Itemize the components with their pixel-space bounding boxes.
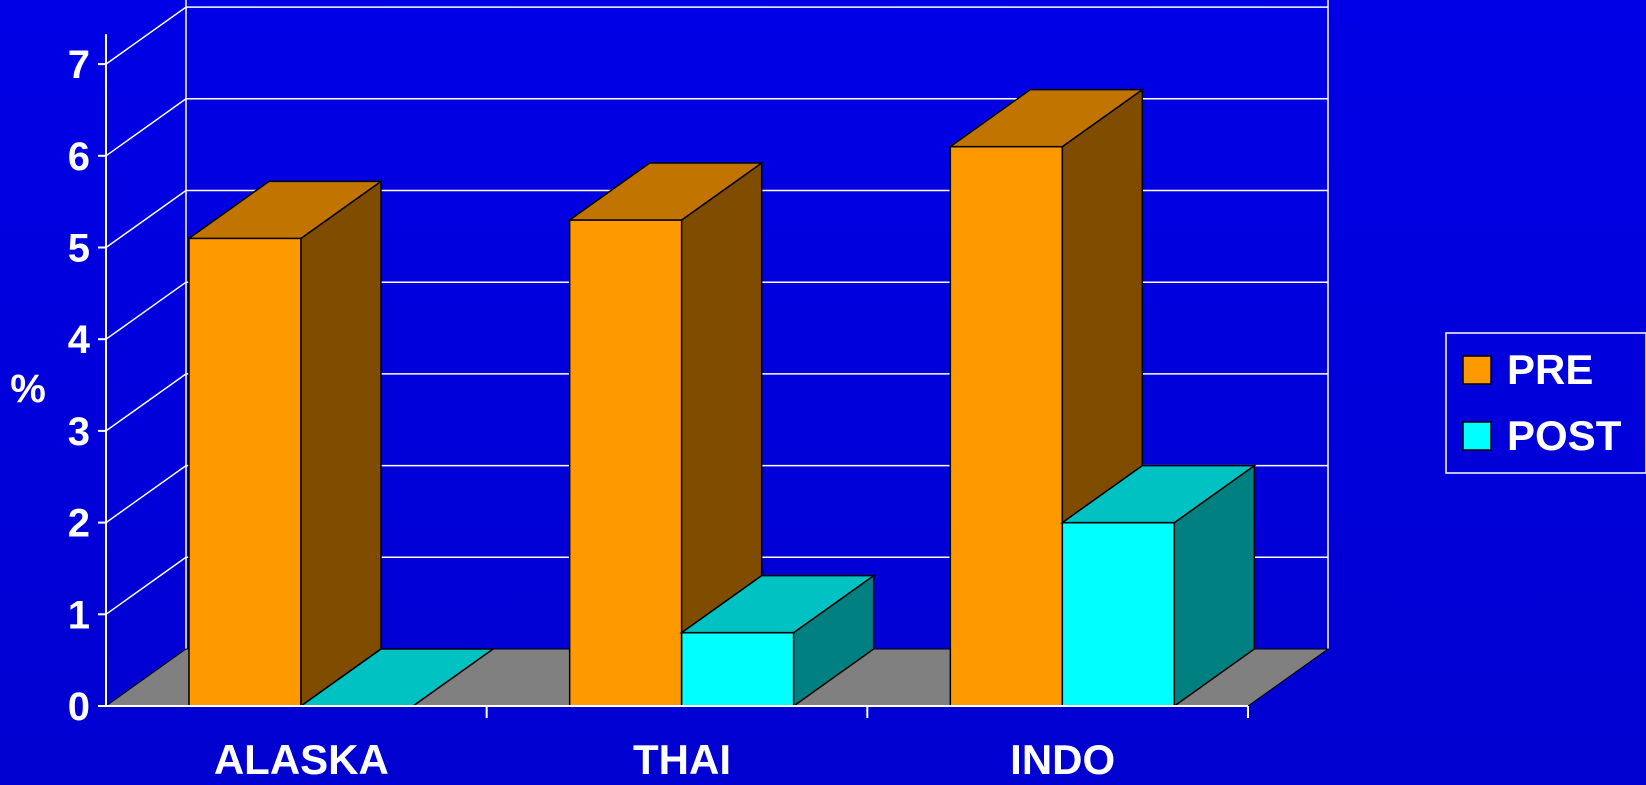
legend-swatch [1462, 421, 1492, 451]
chart-bars [186, 88, 1257, 708]
y-tick-label: 0 [68, 685, 90, 729]
legend-label: PRE [1507, 346, 1593, 393]
bar-pre-thai-top [567, 162, 765, 221]
bar-pre-indo-top [947, 88, 1145, 148]
gridline [105, 98, 1328, 157]
bar-pre-alaska-front [188, 237, 302, 707]
x-tick-label: ALASKA [214, 736, 389, 783]
bar-post-thai-top [679, 574, 877, 634]
bar-post-thai [679, 574, 877, 708]
gridline [105, 556, 1328, 615]
legend-box [1445, 332, 1646, 474]
y-tick-label: 5 [68, 227, 90, 271]
legend: PRE POST [1445, 332, 1646, 474]
x-tick-label: INDO [1010, 736, 1115, 783]
bar-pre-thai [567, 161, 765, 708]
y-tick-label: 3 [68, 410, 90, 454]
legend-label: POST [1507, 412, 1622, 459]
x-tick-label: THAI [633, 736, 731, 783]
bar-post-thai-front [680, 631, 795, 707]
gridline [105, 373, 1328, 432]
bar-pre-thai-front [568, 219, 683, 707]
chart-walls [185, 0, 1329, 649]
bar-pre-alaska-side [300, 179, 382, 708]
bar-pre-indo-front [949, 145, 1064, 707]
gridline [105, 464, 1328, 524]
bar-post-indo [1059, 464, 1257, 708]
y-tick-label: 6 [68, 135, 90, 179]
y-tick-label: 4 [68, 318, 91, 362]
gridline [105, 281, 1328, 340]
bar-post-indo-top [1059, 464, 1257, 524]
y-tick-label: 2 [68, 502, 90, 546]
chart-gridlines [105, 6, 1328, 615]
y-tick-label: 7 [68, 43, 90, 87]
y-tick-label: 1 [68, 593, 90, 637]
bar-pre-alaska [186, 179, 384, 708]
legend-swatch [1462, 355, 1492, 385]
gridline [105, 6, 1328, 65]
gridline [105, 189, 1328, 249]
y-axis-label: % [10, 367, 46, 411]
back-wall [185, 0, 1329, 649]
x-tick-labels: ALASKA THAI INDO [214, 736, 1115, 783]
bar-post-indo-front [1061, 521, 1176, 707]
y-tick-labels: 0 1 2 3 4 5 6 7 [68, 43, 91, 729]
bar-pre-alaska-top [186, 180, 384, 240]
chart-axes [98, 34, 1249, 718]
